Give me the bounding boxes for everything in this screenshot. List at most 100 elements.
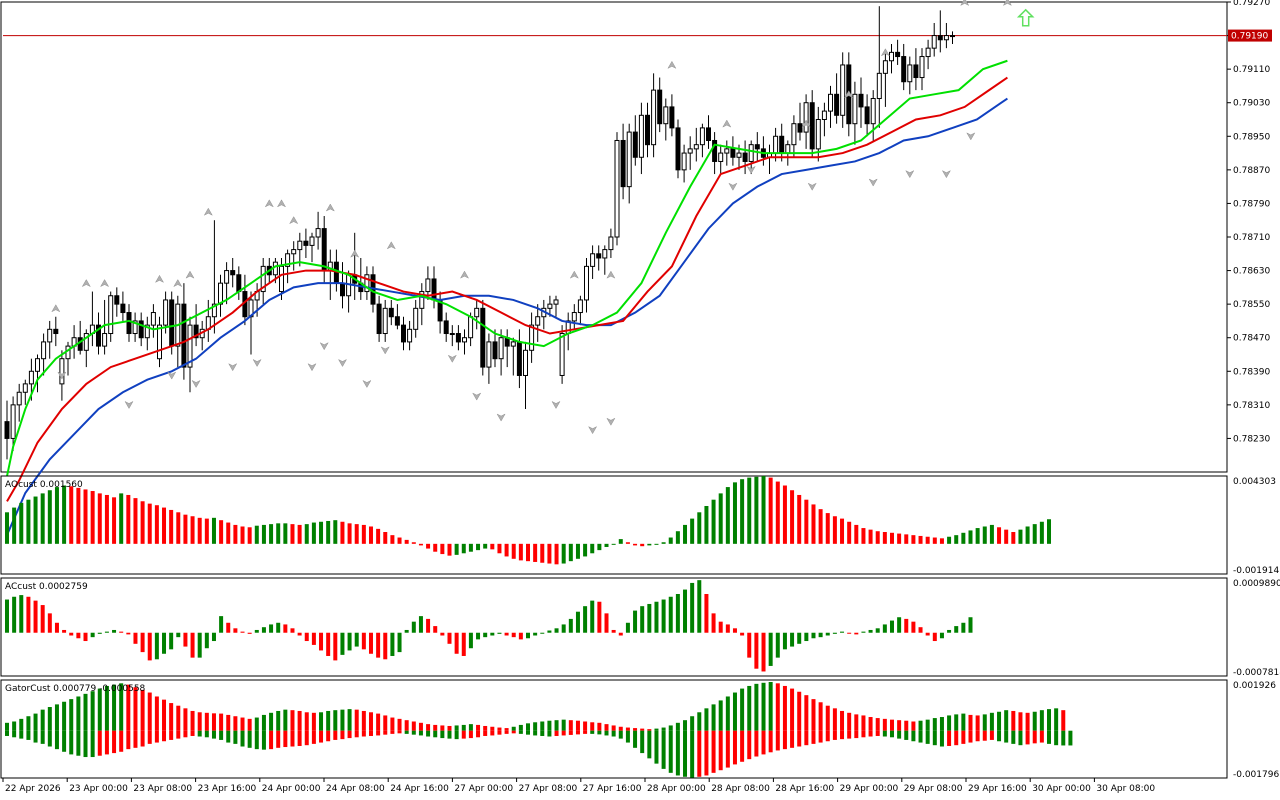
gator-lower-bar: [668, 730, 673, 773]
candle-body: [157, 324, 162, 360]
gator-lower-bar: [611, 730, 616, 737]
gator-lower-bar: [533, 730, 538, 736]
gator-lower-bar: [354, 730, 359, 738]
ac-bar: [918, 627, 923, 633]
candle-body: [480, 307, 486, 368]
gator-lower-bar: [104, 730, 109, 755]
gator-upper-bar: [583, 721, 588, 731]
ao-bar: [468, 543, 473, 552]
gator-lower-bar: [397, 730, 402, 734]
fractal-up-marker: [667, 60, 677, 69]
gator-lower-bar: [854, 730, 859, 739]
candle-body: [516, 341, 522, 376]
ao-bar: [625, 542, 630, 544]
ao-bar: [782, 485, 787, 544]
candle-body: [529, 324, 535, 351]
ac-bar: [854, 632, 859, 635]
candle-body: [626, 131, 632, 188]
candle-body: [462, 337, 467, 343]
gator-upper-bar: [1047, 709, 1052, 731]
candle-body: [41, 341, 47, 360]
fractal-up-marker: [264, 199, 274, 208]
gator-lower-bar: [518, 730, 523, 734]
candle-body: [840, 64, 846, 116]
gator-upper-bar: [911, 721, 916, 731]
gator-lower-bar: [197, 730, 202, 737]
ao-bar: [768, 477, 773, 544]
ao-bar: [633, 543, 638, 546]
gator-lower-bar: [176, 730, 181, 739]
gator-upper-bar: [504, 728, 509, 731]
main-price-pane: 0.79270 0.79190 0.79110 0.79030 0.78950 0.788…: [0, 0, 1272, 536]
ac-bar: [204, 632, 209, 649]
gator-lower-bar: [747, 730, 752, 760]
ao-bar: [319, 521, 324, 544]
gator-upper-bar: [304, 712, 309, 731]
gator-upper-bar: [511, 726, 516, 731]
gator-lower-bar: [140, 730, 145, 747]
candle-body: [193, 324, 199, 339]
gator-upper-bar: [476, 724, 481, 731]
ao-bar: [147, 503, 152, 544]
gator-upper-bar: [140, 689, 145, 731]
gator-upper-bar: [319, 712, 324, 731]
ac-bar: [154, 632, 159, 660]
candle-body: [803, 102, 809, 133]
fractal-down-marker: [905, 170, 915, 179]
ao-bar: [261, 524, 266, 544]
gator-upper-bar: [1039, 710, 1044, 731]
gator-lower-bar: [418, 730, 423, 736]
gator-upper-bar: [1018, 712, 1023, 731]
ac-bar: [133, 632, 138, 644]
x-tick-label: 27 Apr 08:00: [519, 784, 578, 794]
ac-bar: [54, 622, 59, 633]
gator-lower-bar: [790, 730, 795, 748]
fractal-down-marker: [362, 379, 372, 388]
gator-upper-bar: [19, 718, 24, 731]
ao-bar: [197, 517, 202, 544]
ac-bar: [868, 629, 873, 633]
y-tick-label: 0.78550: [1233, 300, 1270, 310]
ao-bar: [583, 543, 588, 557]
fractal-down-marker: [868, 178, 878, 187]
ao-bar: [804, 499, 809, 544]
gator-lower-bar: [761, 730, 766, 755]
ac-bar: [76, 632, 81, 639]
ao-frame: [0, 475, 1228, 575]
gator-upper-bar: [261, 714, 266, 731]
candle-body: [59, 358, 65, 385]
gator-upper-bar: [290, 710, 295, 731]
ao-bar: [690, 518, 695, 544]
fractal-up-marker: [801, 119, 811, 128]
ao-bar: [62, 485, 67, 544]
y-tick-label: 0.79030: [1233, 99, 1270, 109]
ac-bar: [861, 631, 866, 633]
ao-label: AOcust 0.001560: [5, 480, 83, 490]
gator-lower-bar: [33, 730, 38, 743]
ao-pane: 0.004303 -0.001914: [0, 475, 1279, 576]
ao-bar: [240, 526, 245, 544]
gator-upper-bar: [418, 722, 423, 731]
ac-bar: [697, 580, 702, 633]
gator-lower-bar: [847, 730, 852, 739]
gator-lower-bar: [554, 730, 559, 736]
candle-body: [791, 123, 797, 146]
ac-bar: [847, 632, 852, 634]
gator-lower-bar: [340, 730, 345, 740]
ac-bar: [447, 632, 452, 644]
candle-body: [602, 249, 608, 259]
ac-bar: [112, 629, 117, 633]
fractal-up-marker: [99, 279, 110, 288]
ao-bar: [440, 543, 445, 555]
gator-upper-bar: [311, 712, 316, 731]
candle-body: [535, 316, 541, 326]
gator-label: GatorCust 0.000779 -0.000558: [5, 684, 146, 694]
ac-bar: [140, 632, 145, 653]
candle-body: [736, 152, 742, 158]
gator-upper-bar: [904, 720, 909, 731]
candle-body: [297, 240, 303, 251]
fractal-up-marker: [289, 216, 299, 225]
main-frame: [0, 1, 1228, 473]
ao-bar: [40, 493, 45, 544]
ac-bar: [269, 624, 274, 633]
